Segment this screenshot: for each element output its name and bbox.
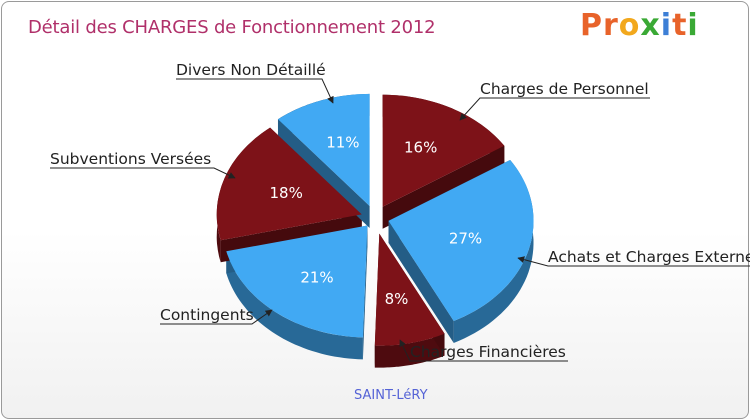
pie-slice-wall bbox=[382, 145, 505, 229]
pie-slice bbox=[216, 127, 362, 241]
leader-line bbox=[517, 256, 750, 267]
slice-category-label: Charges Financières bbox=[410, 343, 566, 361]
slice-category-label: Achats et Charges Externes bbox=[548, 248, 750, 266]
logo-letter: i bbox=[660, 8, 673, 43]
pie-slice-wall bbox=[362, 225, 368, 360]
pie-slice bbox=[382, 94, 505, 207]
pie-slice bbox=[388, 160, 534, 321]
slice-percent-label: 16% bbox=[404, 139, 437, 157]
leader-line bbox=[399, 339, 568, 362]
slice-category-label: Divers Non Détaillé bbox=[176, 61, 326, 79]
pie-slice-wall bbox=[388, 220, 454, 343]
pie-slice-side bbox=[453, 160, 534, 343]
slice-percent-label: 18% bbox=[270, 184, 303, 202]
logo-letter: r bbox=[603, 8, 619, 43]
logo-letter: o bbox=[618, 8, 641, 43]
pie-slice-side bbox=[374, 333, 445, 368]
leader-line bbox=[160, 309, 273, 325]
pie-slice bbox=[374, 233, 445, 346]
slice-category-label: Contingents bbox=[160, 306, 254, 324]
slice-category-label: Charges de Personnel bbox=[480, 80, 649, 98]
logo-letter: i bbox=[687, 8, 699, 43]
slice-percent-label: 8% bbox=[385, 290, 409, 308]
leader-line bbox=[176, 78, 334, 104]
leader-line bbox=[50, 167, 236, 179]
slice-percent-label: 21% bbox=[300, 269, 333, 287]
leader-line bbox=[459, 97, 650, 121]
pie-slice bbox=[278, 93, 370, 206]
pie-slice-side bbox=[226, 251, 363, 360]
logo-letter: P bbox=[580, 8, 603, 43]
logo-letter: x bbox=[640, 8, 661, 43]
slice-percent-label: 27% bbox=[449, 230, 482, 248]
chart-title: Détail des CHARGES de Fonctionnement 201… bbox=[28, 17, 436, 38]
slice-category-label: Subventions Versées bbox=[50, 150, 211, 168]
logo-letter: t bbox=[672, 8, 688, 43]
proxiti-logo[interactable]: Proxiti bbox=[580, 8, 699, 43]
pie-slice bbox=[226, 225, 368, 338]
commune-name: SAINT-LéRY bbox=[354, 388, 428, 403]
slice-percent-label: 11% bbox=[326, 134, 359, 152]
